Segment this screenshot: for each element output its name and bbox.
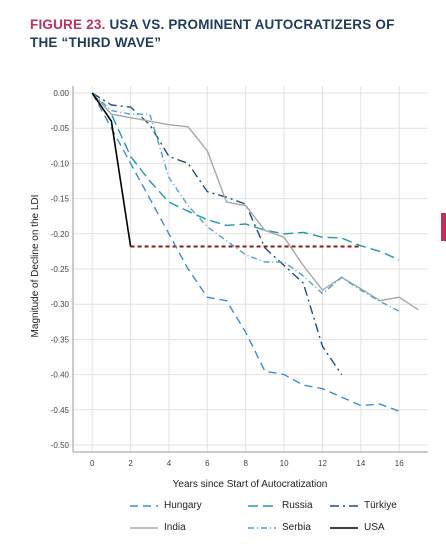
legend-swatch (248, 526, 276, 529)
page-edge-marker (441, 213, 446, 241)
series-lines (91, 92, 419, 412)
tick-labels: 0.00 -0.05 -0.10 -0.15 -0.20 -0.25 -0.30 -0.35 -… (51, 89, 404, 468)
legend-item: Türkiye (330, 500, 397, 511)
x-tick-label: 8 (243, 459, 248, 468)
series-line-russia (91, 92, 400, 261)
figure-number: FIGURE 23. (30, 17, 106, 32)
line-chart: 0.00 -0.05 -0.10 -0.15 -0.20 -0.25 -0.30 -0.35 -… (30, 86, 428, 490)
legend-swatch (130, 504, 158, 507)
y-tick-label: -0.50 (51, 441, 70, 450)
legend-label: Türkiye (364, 500, 397, 511)
legend-item: USA (330, 522, 385, 533)
axes (72, 86, 428, 453)
legend-swatch (248, 504, 276, 507)
y-tick-label: -0.45 (51, 406, 70, 415)
legend-label: Russia (282, 500, 313, 511)
legend-item: Russia (248, 500, 313, 511)
y-tick-label: -0.15 (51, 195, 70, 204)
x-tick-label: 10 (280, 459, 289, 468)
y-tick-label: -0.35 (51, 335, 70, 344)
x-tick-label: 6 (205, 459, 210, 468)
x-tick-label: 12 (318, 459, 327, 468)
legend-item: Serbia (248, 522, 311, 533)
series-line-india (91, 92, 419, 311)
legend-item: India (130, 522, 186, 533)
legend-item: Hungary (130, 500, 202, 511)
x-tick-label: 0 (90, 459, 95, 468)
y-tick-label: 0.00 (53, 89, 69, 98)
x-tick-label: 2 (128, 459, 133, 468)
y-axis-label: Magnitude of Decline on the LDI (30, 195, 41, 338)
y-tick-label: -0.05 (51, 124, 70, 133)
x-tick-label: 16 (395, 459, 404, 468)
series-line-usa (91, 92, 132, 247)
legend-label: USA (364, 522, 385, 533)
figure-title: FIGURE 23. USA VS. PROMINENT AUTOCRATIZE… (30, 16, 420, 52)
y-tick-label: -0.40 (51, 371, 70, 380)
series-line-hungary (91, 92, 400, 412)
y-tick-label: -0.10 (51, 159, 70, 168)
x-tick-label: 4 (167, 459, 172, 468)
grid-lines (73, 86, 428, 452)
legend-swatch (330, 526, 358, 529)
series-line-trkiye (91, 92, 343, 375)
y-tick-label: -0.20 (51, 230, 70, 239)
legend-label: Serbia (282, 522, 311, 533)
y-tick-label: -0.25 (51, 265, 70, 274)
legend-label: India (164, 522, 186, 533)
legend-label: Hungary (164, 500, 202, 511)
legend-swatch (130, 526, 158, 529)
legend-swatch (330, 504, 358, 507)
x-axis-label: Years since Start of Autocratization (173, 479, 328, 490)
figure-title-text: USA VS. PROMINENT AUTOCRATIZERS OF THE “… (30, 17, 395, 50)
y-tick-label: -0.30 (51, 300, 70, 309)
x-tick-label: 14 (356, 459, 365, 468)
